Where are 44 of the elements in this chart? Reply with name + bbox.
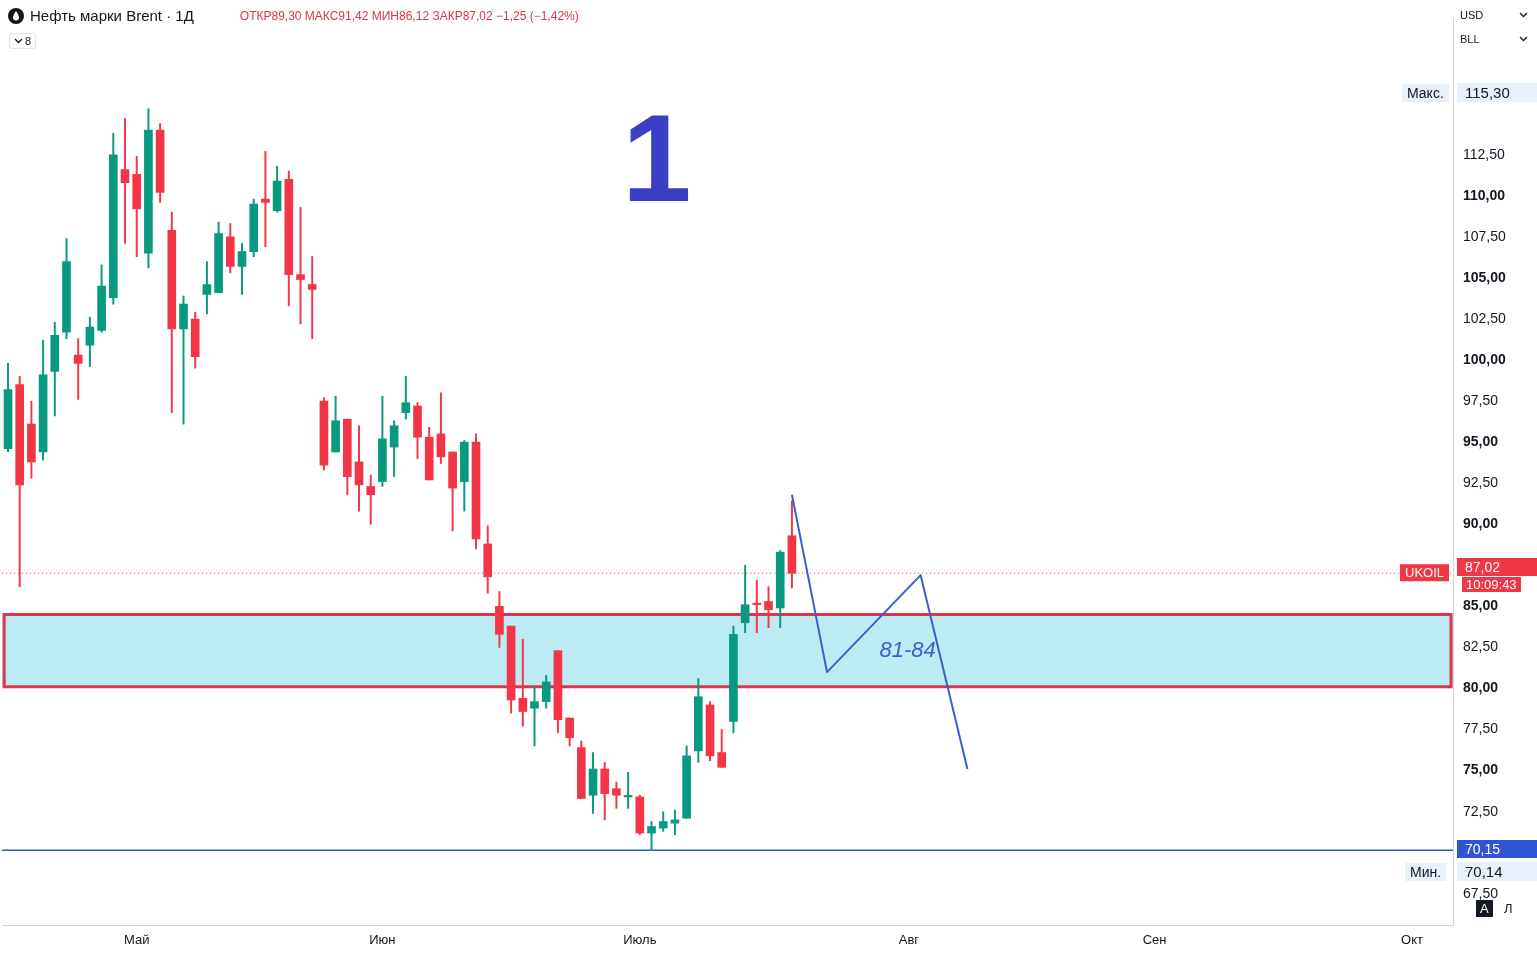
band-label: 81-84 [879, 636, 936, 662]
text: Л [1504, 901, 1513, 916]
y-tick-label: 97,50 [1463, 391, 1499, 408]
x-tick-label: Авг [898, 932, 920, 948]
x-tick-label: Май [123, 932, 150, 948]
candlestick [261, 151, 270, 248]
text: USD [1460, 9, 1484, 21]
x-tick-label: Июль [623, 932, 657, 948]
text: A [1480, 901, 1489, 916]
y-tick-label: 75,00 [1463, 761, 1499, 778]
y-tick-label: 77,50 [1463, 720, 1499, 737]
y-tick-label: 85,00 [1463, 597, 1499, 614]
x-tick-label: Сен [1142, 932, 1167, 948]
y-tick-label: 105,00 [1463, 268, 1507, 285]
text: 87,02 [1465, 559, 1501, 575]
candlestick [752, 579, 762, 633]
text: BLL [1460, 33, 1480, 45]
y-tick-label: 80,00 [1463, 679, 1499, 696]
annotation: 1 [622, 88, 692, 227]
y-tick-label: 82,50 [1463, 638, 1499, 655]
annotation: Мин. [1410, 864, 1442, 880]
y-tick-label: 67,50 [1463, 884, 1499, 901]
y-tick-label: 110,00 [1463, 186, 1506, 203]
y-tick-label: 90,00 [1463, 515, 1499, 532]
y-tick-label: 72,50 [1463, 802, 1499, 819]
text: 70,15 [1465, 841, 1501, 857]
x-tick-label: Окт [1401, 932, 1424, 948]
chart-subtitle: ОТКР89,30 МАКС91,42 МИН86,12 ЗАКР87,02 −1,25 (−1,42%) [239, 8, 579, 23]
chart-title: Нефть марки Brent · 1Д [30, 7, 194, 24]
text: 10:09:43 [1466, 577, 1517, 592]
x-tick-label: Июн [369, 932, 396, 948]
candlestick [120, 118, 130, 244]
text: 115,30 [1465, 84, 1510, 101]
y-tick-label: 95,00 [1463, 433, 1499, 449]
y-tick-label: 100,00 [1463, 350, 1507, 367]
y-tick-label: 107,50 [1463, 227, 1507, 244]
y-tick-label: 92,50 [1463, 474, 1499, 491]
y-tick-label: 112,50 [1463, 145, 1505, 162]
annotation: Макс. [1407, 85, 1444, 101]
text: 70,14 [1465, 863, 1503, 880]
candlestick [307, 256, 317, 339]
ref-line-label: UKOIL [1404, 564, 1444, 580]
y-tick-label: 102,50 [1463, 309, 1507, 326]
annotation: 8 [25, 35, 32, 47]
